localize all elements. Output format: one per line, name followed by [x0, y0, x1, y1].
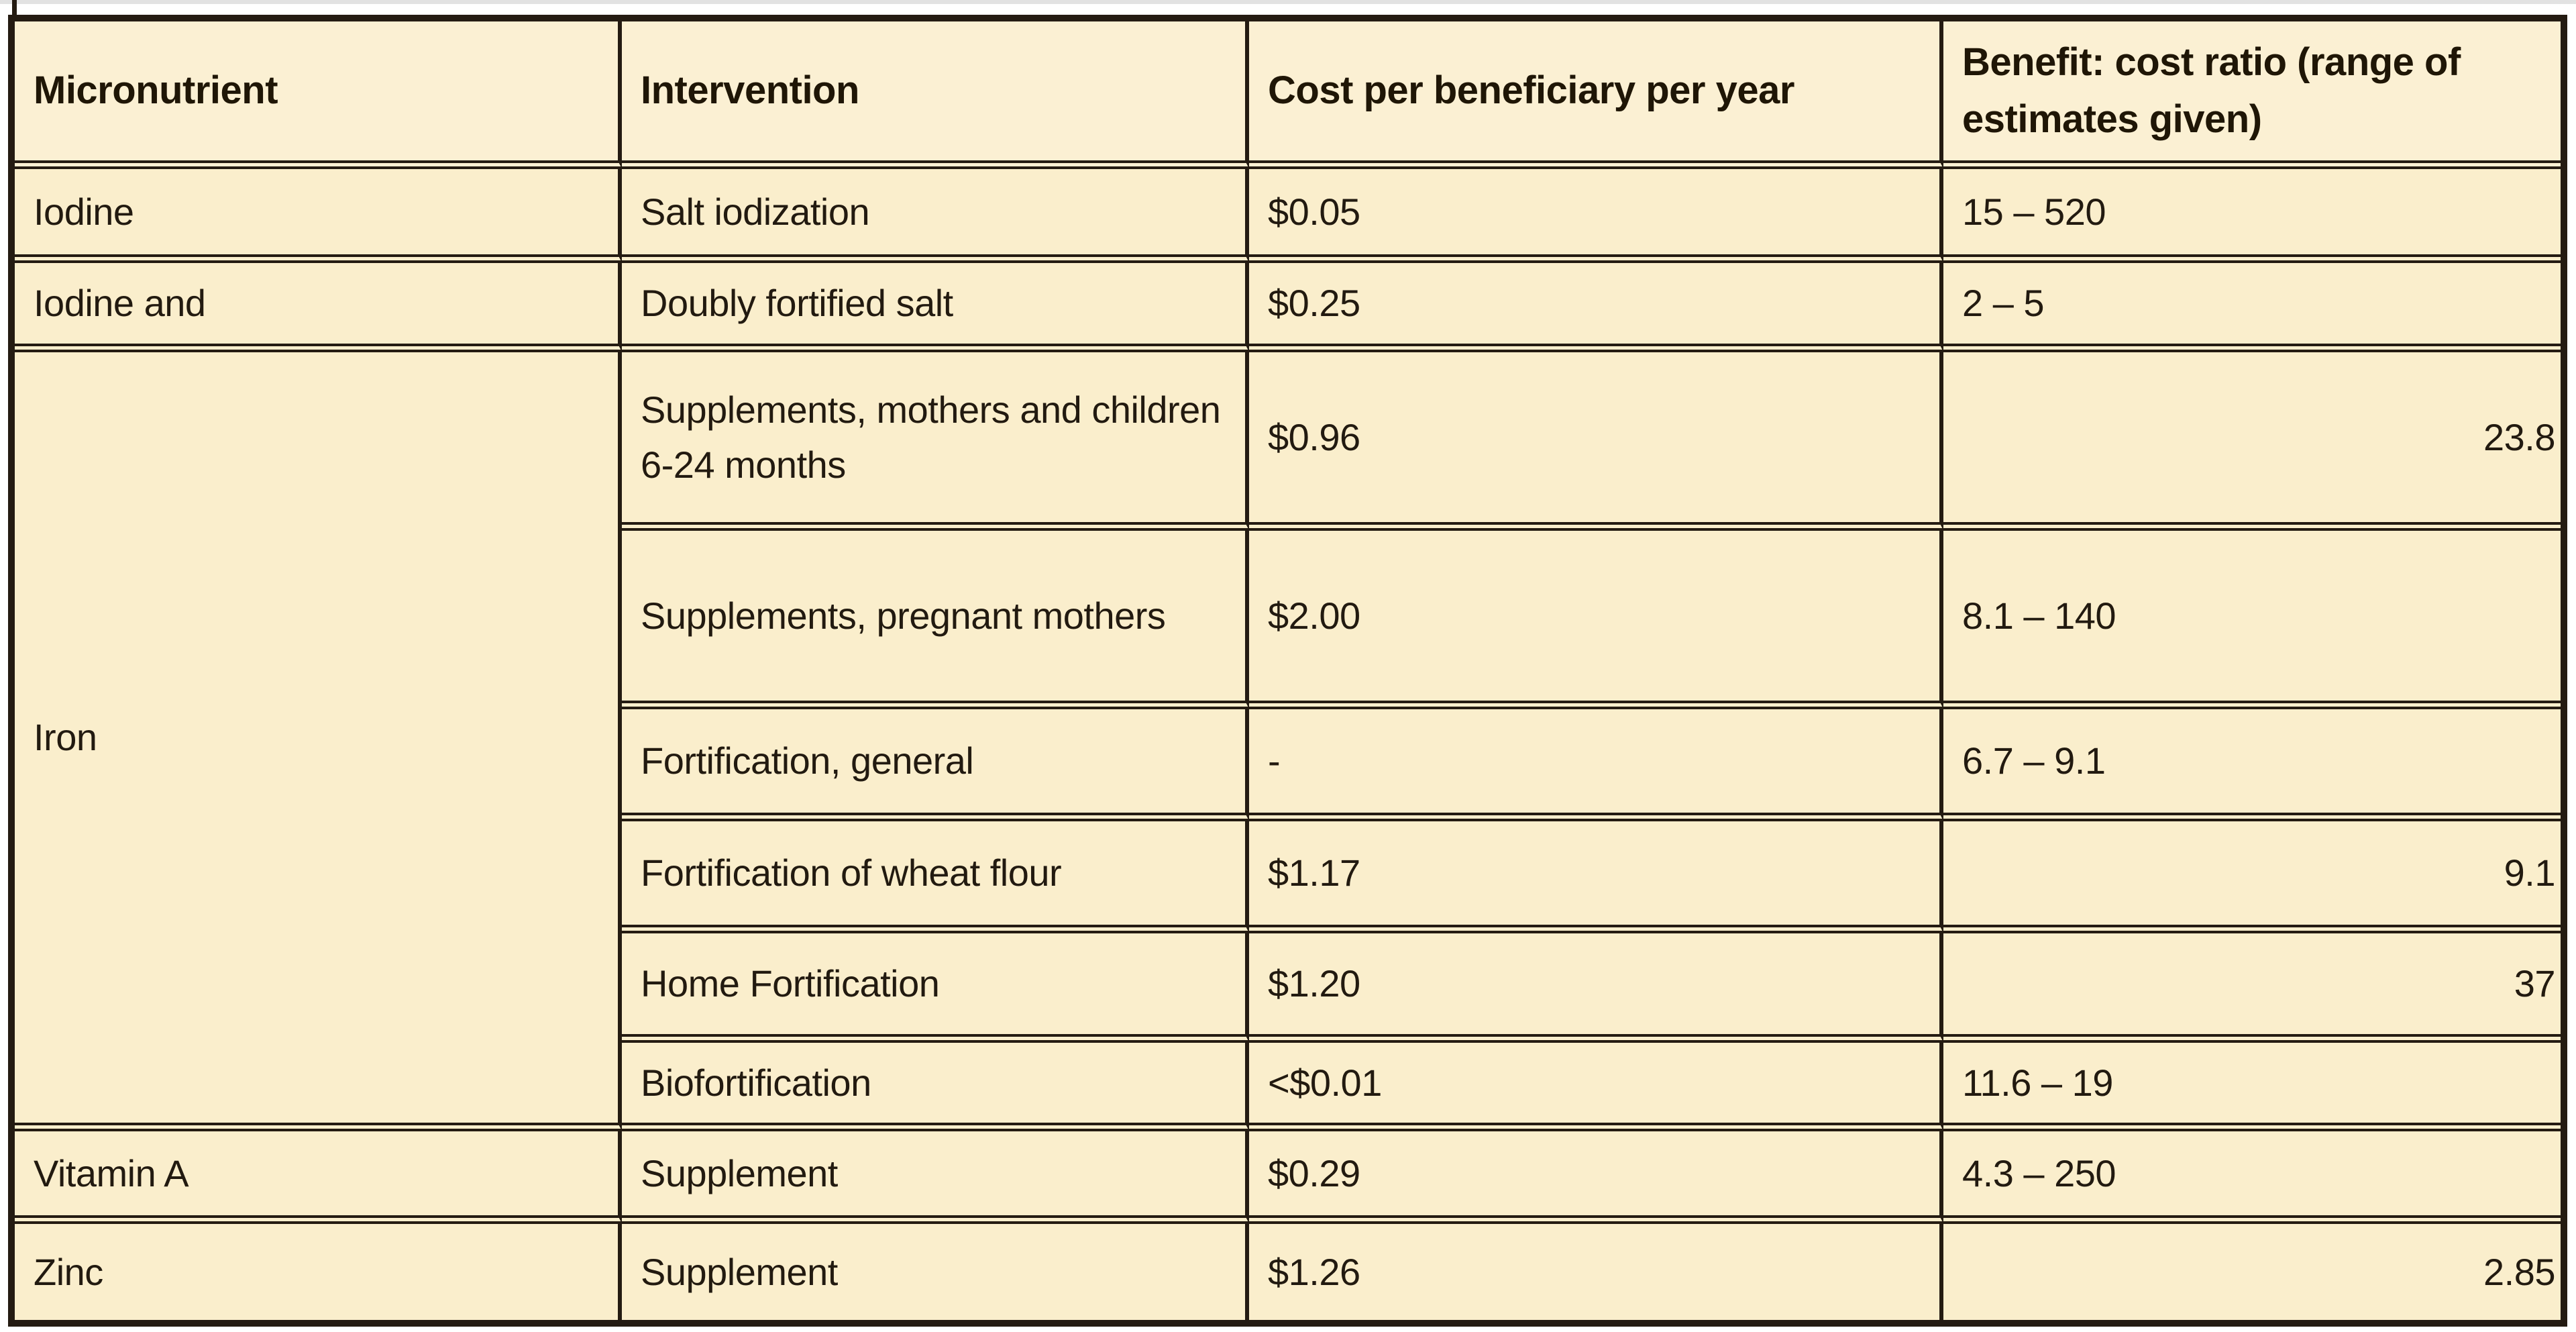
- cell-cost: $0.96: [1249, 352, 1943, 531]
- column-header-intervention: Intervention: [622, 21, 1249, 169]
- cell-benefit: 37: [1943, 933, 2561, 1043]
- cell-intervention: Supplements, pregnant mothers: [622, 531, 1249, 709]
- cell-cost: $0.25: [1249, 263, 1943, 352]
- table-row-iron-fortification-wheat: Fortification of wheat flour $1.17 9.1: [15, 821, 2561, 933]
- cell-micronutrient: Zinc: [15, 1224, 622, 1320]
- column-header-benefit: Benefit: cost ratio (range of estimates …: [1943, 21, 2561, 169]
- cell-intervention: Salt iodization: [622, 169, 1249, 263]
- table-row-iodine: Iodine Salt iodization $0.05 15 – 520: [15, 169, 2561, 263]
- cell-benefit: 11.6 – 19: [1943, 1043, 2561, 1131]
- cell-cost: $1.26: [1249, 1224, 1943, 1320]
- table-row-iron-fortification-general: Fortification, general - 6.7 – 9.1: [15, 709, 2561, 821]
- cell-benefit: 2.85: [1943, 1224, 2561, 1320]
- cell-intervention: Biofortification: [622, 1043, 1249, 1131]
- table-row-iron-supplements-pregnant: Supplements, pregnant mothers $2.00 8.1 …: [15, 531, 2561, 709]
- cell-benefit: 4.3 – 250: [1943, 1131, 2561, 1224]
- crop-artifact-top-line: [0, 0, 2576, 4]
- cell-cost: $2.00: [1249, 531, 1943, 709]
- cell-intervention: Doubly fortified salt: [622, 263, 1249, 352]
- cell-cost: $0.05: [1249, 169, 1943, 263]
- cell-cost: $1.20: [1249, 933, 1943, 1043]
- micronutrient-table: Micronutrient Intervention Cost per bene…: [15, 21, 2561, 1320]
- column-header-label: Benefit: cost ratio (range of estimates …: [1962, 40, 2461, 141]
- cell-intervention: Fortification of wheat flour: [622, 821, 1249, 933]
- column-header-label: Intervention: [641, 68, 859, 113]
- cell-intervention: Supplements, mothers and children 6-24 m…: [622, 352, 1249, 531]
- cell-benefit: 6.7 – 9.1: [1943, 709, 2561, 821]
- crop-artifact-border-stub: [12, 0, 17, 16]
- cell-intervention: Home Fortification: [622, 933, 1249, 1043]
- table-row-iron-biofortification: Biofortification <$0.01 11.6 – 19: [15, 1043, 2561, 1131]
- table-row-iron-home-fortification: Home Fortification $1.20 37: [15, 933, 2561, 1043]
- cell-benefit: 8.1 – 140: [1943, 531, 2561, 709]
- cell-cost: <$0.01: [1249, 1043, 1943, 1131]
- column-header-label: Micronutrient: [34, 68, 278, 113]
- column-header-micronutrient: Micronutrient: [15, 21, 622, 169]
- table-row-vitamin-a: Vitamin A Supplement $0.29 4.3 – 250: [15, 1131, 2561, 1224]
- cell-cost: $0.29: [1249, 1131, 1943, 1224]
- table-row-iron-supplements-children: Iron Supplements, mothers and children 6…: [15, 352, 2561, 1131]
- cell-intervention: Supplement: [622, 1131, 1249, 1224]
- cell-cost: $1.17: [1249, 821, 1943, 933]
- cell-benefit: 15 – 520: [1943, 169, 2561, 263]
- cell-cost: -: [1249, 709, 1943, 821]
- cell-intervention: Fortification, general: [622, 709, 1249, 821]
- cell-micronutrient: Vitamin A: [15, 1131, 622, 1224]
- cell-micronutrient-iron-merged: Iron: [15, 352, 622, 1131]
- cell-benefit: 9.1: [1943, 821, 2561, 933]
- cell-benefit: 23.8: [1943, 352, 2561, 531]
- table-row-zinc: Zinc Supplement $1.26 2.85: [15, 1224, 2561, 1320]
- cell-intervention: Supplement: [622, 1224, 1249, 1320]
- table-row-iodine-and: Iodine and Doubly fortified salt $0.25 2…: [15, 263, 2561, 352]
- header-row: Micronutrient Intervention Cost per bene…: [15, 21, 2561, 169]
- column-header-label: Cost per beneficiary per year: [1268, 68, 1794, 113]
- table-frame: Micronutrient Intervention Cost per bene…: [8, 15, 2567, 1327]
- cell-benefit: 2 – 5: [1943, 263, 2561, 352]
- cell-micronutrient: Iodine and: [15, 263, 622, 352]
- column-header-cost: Cost per beneficiary per year: [1249, 21, 1943, 169]
- cell-micronutrient: Iodine: [15, 169, 622, 263]
